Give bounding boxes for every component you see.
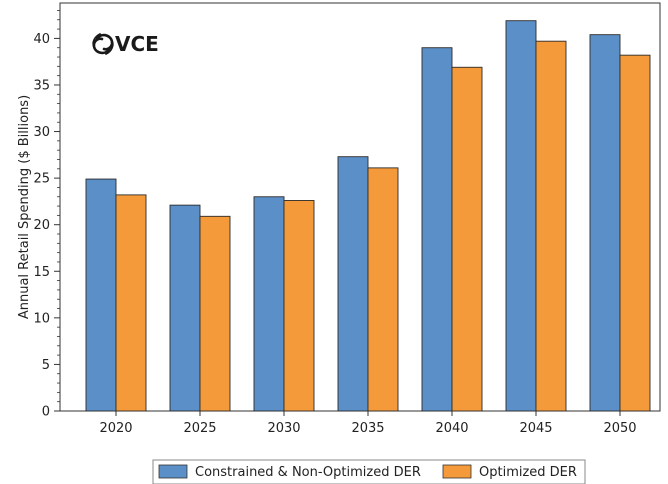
bar-constrained-2020 [85, 178, 117, 412]
bar-optimized-2045 [535, 40, 567, 412]
bar-constrained-2030 [253, 196, 285, 412]
bar-optimized-2030 [283, 200, 315, 412]
x-tick-label: 2035 [351, 421, 384, 436]
legend-box [152, 459, 586, 484]
logo-text: VCE [115, 32, 159, 56]
x-tick-label: 2040 [435, 421, 468, 436]
bar-constrained-2040 [421, 47, 453, 412]
bar-constrained-2025 [169, 204, 201, 412]
y-tick-label: 30 [33, 125, 50, 140]
legend: Constrained & Non-Optimized DER Optimize… [152, 459, 586, 484]
bar-constrained-2050 [589, 34, 621, 412]
legend-label-series-2: Optimized DER [479, 465, 577, 480]
bar-constrained-2045 [505, 20, 537, 412]
bar-optimized-2040 [451, 66, 483, 412]
bar-constrained-2035 [337, 156, 369, 412]
x-tick-label: 2050 [603, 421, 636, 436]
y-tick-label: 25 [33, 172, 50, 187]
legend-label-series-1: Constrained & Non-Optimized DER [195, 465, 421, 480]
y-axis-title: Annual Retail Spending ($ Billions) [17, 95, 32, 319]
y-tick-label: 35 [33, 78, 50, 93]
x-axis: 2020 2025 2030 2035 2040 2045 2050 [99, 411, 637, 436]
bar-optimized-2050 [619, 54, 651, 412]
legend-swatch-series-1 [158, 464, 188, 479]
bar-optimized-2020 [115, 194, 147, 412]
y-axis: 0 5 10 15 20 25 30 35 40 [33, 10, 60, 420]
x-tick-label: 2025 [183, 421, 216, 436]
x-tick-label: 2030 [267, 421, 300, 436]
bar-optimized-2025 [199, 215, 231, 412]
y-tick-label: 20 [33, 218, 50, 233]
vce-logo: VCE [92, 32, 159, 56]
legend-swatch-series-2 [442, 464, 472, 479]
x-tick-label: 2020 [99, 421, 132, 436]
bars [85, 20, 651, 412]
y-tick-label: 0 [42, 405, 50, 420]
bar-optimized-2035 [367, 167, 399, 412]
y-tick-label: 10 [33, 311, 50, 326]
y-tick-label: 15 [33, 265, 50, 280]
swirl-logo-icon [92, 33, 114, 55]
x-tick-label: 2045 [519, 421, 552, 436]
y-tick-label: 5 [42, 358, 50, 373]
y-tick-label: 40 [33, 32, 50, 47]
